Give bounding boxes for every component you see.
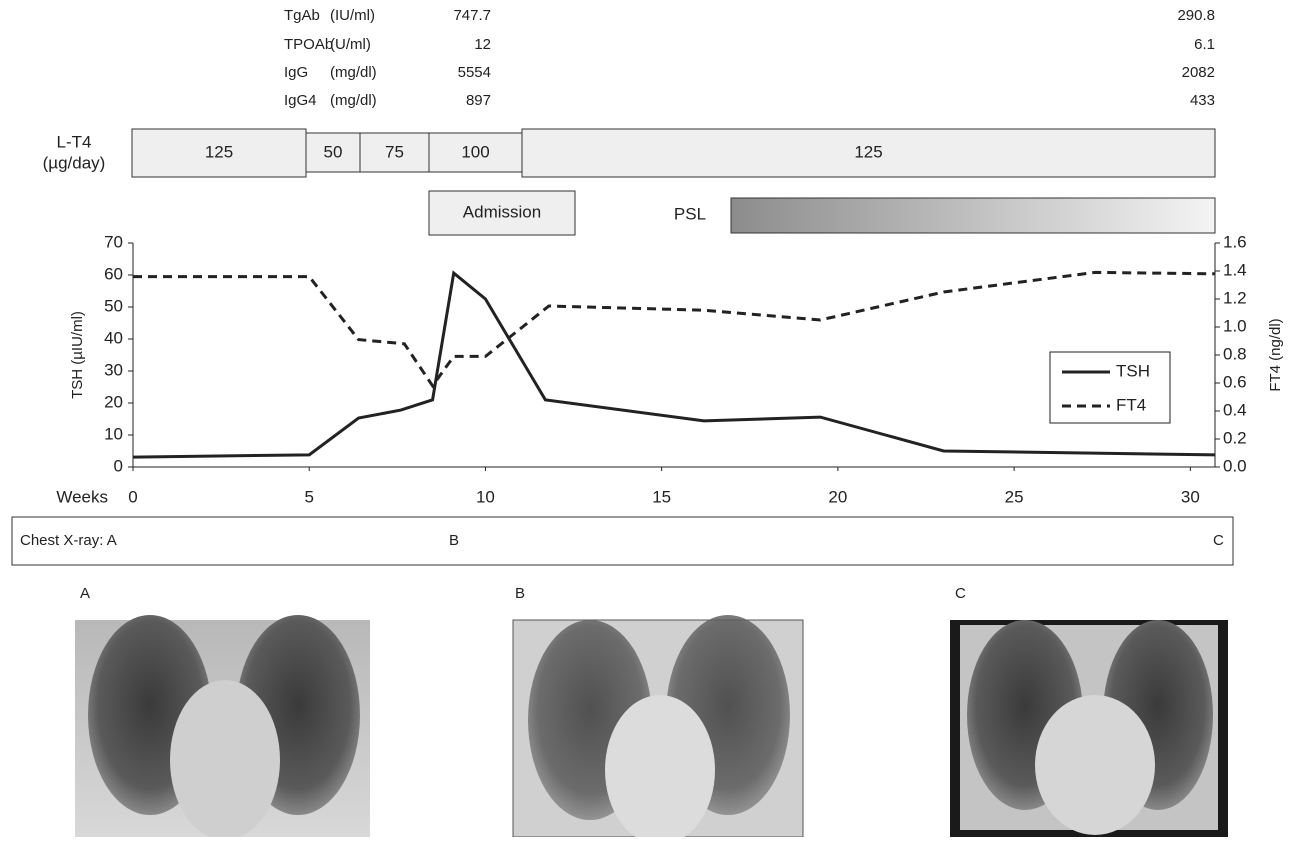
xray-b: B (449, 532, 459, 549)
xray-image (513, 615, 803, 837)
lab-final: 6.1 (1194, 36, 1215, 53)
figure: L-T4 (µg/day) Admission PSL Chest X-ray:… (0, 0, 1292, 837)
y-tick-label: 40 (104, 328, 123, 347)
image-label: B (515, 585, 525, 602)
dose-label: 125 (205, 142, 233, 161)
dose-label: 100 (461, 142, 489, 161)
lab-initial: 747.7 (453, 7, 491, 24)
xray-c: C (1213, 532, 1224, 549)
x-tick-label: 30 (1181, 487, 1200, 506)
lab-name: IgG4 (284, 92, 317, 109)
image-label: A (80, 585, 90, 602)
x-tick-label: 10 (476, 487, 495, 506)
lab-name: TgAb (284, 7, 320, 24)
x-tick-label: 25 (1005, 487, 1024, 506)
legend-label: FT4 (1116, 395, 1146, 414)
dose-label: 125 (854, 142, 882, 161)
x-tick-label: 0 (128, 487, 137, 506)
xray-image (75, 615, 370, 837)
lab-unit: (IU/ml) (330, 7, 375, 24)
admission-label: Admission (463, 202, 541, 221)
y2-axis-label: FT4 (ng/dl) (1267, 318, 1284, 391)
y-tick-label: 20 (104, 392, 123, 411)
y2-tick-label: 0.6 (1223, 372, 1247, 391)
dose-label: 75 (385, 142, 404, 161)
x-tick-label: 5 (304, 487, 313, 506)
lab-unit: (mg/dl) (330, 92, 377, 109)
y2-tick-label: 0.0 (1223, 456, 1247, 475)
y-tick-label: 60 (104, 264, 123, 283)
y2-tick-label: 1.0 (1223, 316, 1247, 335)
legend-box (1050, 352, 1170, 423)
lab-initial: 5554 (458, 64, 491, 81)
xray-box (12, 517, 1233, 565)
y2-tick-label: 0.4 (1223, 400, 1247, 419)
y2-tick-label: 1.6 (1223, 232, 1247, 251)
y2-tick-label: 0.2 (1223, 428, 1247, 447)
lab-unit: (mg/dl) (330, 64, 377, 81)
lt4-unit: (µg/day) (43, 153, 106, 172)
y2-tick-label: 0.8 (1223, 344, 1247, 363)
lab-initial: 12 (474, 36, 491, 53)
y-tick-label: 10 (104, 424, 123, 443)
lt4-label: L-T4 (57, 132, 92, 151)
y2-tick-label: 1.4 (1223, 260, 1247, 279)
lab-name: IgG (284, 64, 308, 81)
lab-final: 433 (1190, 92, 1215, 109)
dose-label: 50 (324, 142, 343, 161)
y-tick-label: 50 (104, 296, 123, 315)
legend-label: TSH (1116, 361, 1150, 380)
lab-name: TPOAb (284, 36, 333, 53)
x-axis-label: Weeks (56, 487, 108, 506)
y2-tick-label: 1.2 (1223, 288, 1247, 307)
lab-final: 290.8 (1177, 7, 1215, 24)
y-tick-label: 0 (114, 456, 123, 475)
psl-label: PSL (674, 204, 706, 223)
x-tick-label: 15 (652, 487, 671, 506)
lab-final: 2082 (1182, 64, 1215, 81)
xray-image (950, 620, 1228, 837)
y-tick-label: 30 (104, 360, 123, 379)
y-tick-label: 70 (104, 232, 123, 251)
image-label: C (955, 585, 966, 602)
y-axis-label: TSH (µIU/ml) (69, 311, 86, 399)
lab-initial: 897 (466, 92, 491, 109)
xray-label: Chest X-ray: A (20, 532, 117, 549)
psl-bar (731, 198, 1215, 233)
x-tick-label: 20 (828, 487, 847, 506)
lab-unit: (U/ml) (330, 36, 371, 53)
